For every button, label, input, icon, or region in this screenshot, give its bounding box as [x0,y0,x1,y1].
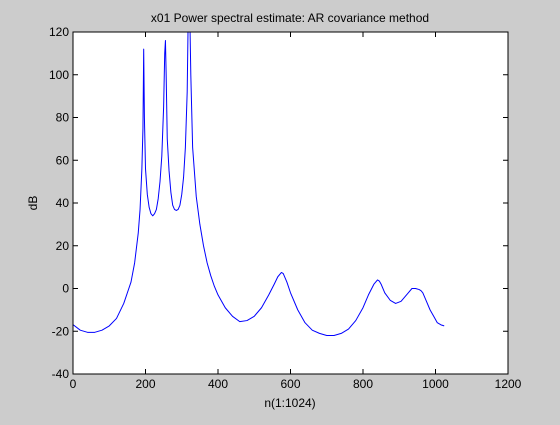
x-tick-label: 400 [208,377,228,391]
y-tick-label: 100 [49,68,69,82]
y-tick-label: 0 [62,282,69,296]
axes-background [73,32,508,374]
x-tick-label: 200 [135,377,155,391]
y-axis-label: dB [26,196,40,211]
y-tick-label: 40 [56,196,70,210]
y-tick-label: -40 [52,367,70,381]
y-tick-label: 80 [56,111,70,125]
axes-frame [72,31,509,375]
y-tick-label: 20 [56,239,70,253]
x-tick-label: 0 [70,377,77,391]
axis-ticks: 0 200 400 600 800 1000 1200 -40 -20 0 20 40 60 80 100 1… [49,25,522,391]
x-tick-label: 1000 [422,377,449,391]
chart-title: x01 Power spectral estimate: AR covarian… [151,11,429,25]
x-tick-label: 800 [353,377,373,391]
x-tick-label: 600 [280,377,300,391]
x-axis-label: n(1:1024) [264,396,315,410]
series-line [73,32,445,337]
plot-area [73,32,445,337]
y-tick-label: 120 [49,25,69,39]
y-tick-label: 60 [56,153,70,167]
y-tick-label: -20 [52,324,70,338]
x-tick-label: 1200 [495,377,522,391]
